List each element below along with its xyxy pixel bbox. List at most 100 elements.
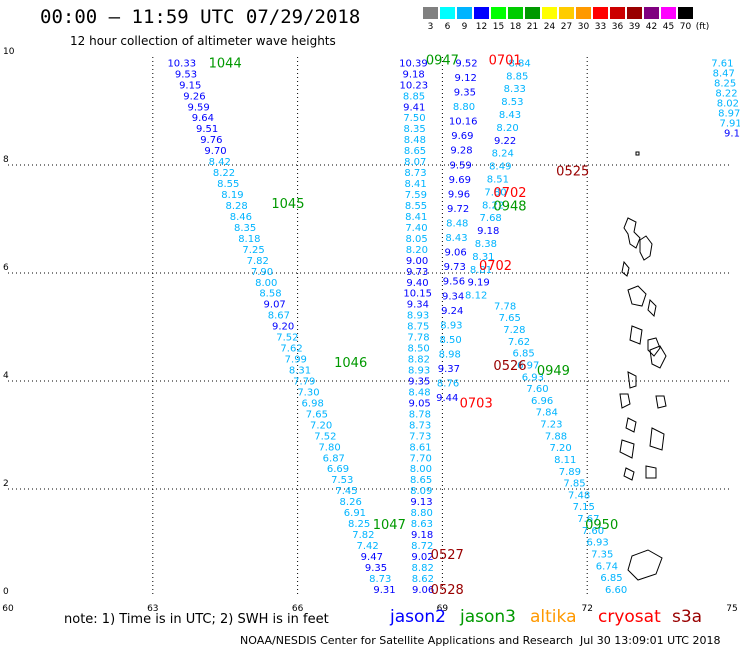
wave-height-value: 10.33 bbox=[167, 58, 196, 69]
wave-height-value: 8.09 bbox=[410, 486, 432, 497]
wave-height-value: 7.82 bbox=[352, 530, 374, 541]
island-outline bbox=[639, 235, 653, 261]
wave-height-value: 8.73 bbox=[369, 574, 391, 585]
wave-height-value: 7.60 bbox=[526, 384, 548, 395]
wave-height-value: 8.25 bbox=[714, 78, 736, 89]
wave-height-value: 9.35 bbox=[454, 88, 476, 99]
scale-label: 30 bbox=[577, 22, 590, 32]
wave-height-value: 8.98 bbox=[439, 350, 461, 361]
wave-height-value: 9.18 bbox=[477, 226, 499, 237]
island-outline bbox=[623, 217, 641, 249]
scale-swatch bbox=[626, 6, 643, 20]
wave-height-value: 8.19 bbox=[221, 190, 243, 201]
pass-time-label: 0528 bbox=[431, 583, 464, 598]
y-tick-label: 8 bbox=[3, 155, 9, 165]
wave-height-value: 8.80 bbox=[411, 508, 433, 519]
wave-height-value: 8.50 bbox=[408, 344, 430, 355]
wave-height-value: 8.67 bbox=[268, 311, 290, 322]
wave-height-value: 8.82 bbox=[412, 563, 434, 574]
legend-s3a: s3a bbox=[672, 607, 703, 627]
scale-label: (ft) bbox=[695, 22, 710, 32]
wave-height-value: 8.18 bbox=[238, 234, 260, 245]
x-tick-label: 60 bbox=[2, 604, 14, 614]
wave-height-value: 7.88 bbox=[545, 431, 567, 442]
wave-height-value: 6.60 bbox=[605, 585, 627, 596]
wave-height-value: 7.82 bbox=[247, 256, 269, 267]
wave-height-value: 9.31 bbox=[373, 585, 395, 596]
legend-cryosat: cryosat bbox=[598, 607, 661, 627]
wave-height-value: 8.31 bbox=[289, 366, 311, 377]
wave-height-value: 8.85 bbox=[403, 91, 425, 102]
wave-height-value: 9.18 bbox=[411, 530, 433, 541]
footer-credit: NOAA/NESDIS Center for Satellite Applica… bbox=[240, 634, 574, 647]
wave-height-value: 8.28 bbox=[226, 201, 248, 212]
wave-height-value: 6.69 bbox=[327, 464, 349, 475]
wave-height-value: 6.93 bbox=[587, 538, 609, 549]
island-outline bbox=[623, 467, 635, 481]
legend-altika: altika bbox=[530, 607, 577, 627]
wave-height-value: 8.31 bbox=[472, 252, 494, 263]
wave-height-value: 9.22 bbox=[494, 136, 516, 147]
wave-height-value: 9.73 bbox=[406, 267, 428, 278]
scale-swatch bbox=[677, 6, 694, 20]
wave-height-value: 9.1 bbox=[724, 129, 740, 140]
wave-height-value: 7.89 bbox=[559, 467, 581, 478]
wave-height-value: 8.47 bbox=[713, 68, 735, 79]
wave-height-value: 9.40 bbox=[406, 278, 428, 289]
scale-label: 24 bbox=[543, 22, 556, 32]
scale-label: 39 bbox=[628, 22, 641, 32]
wave-height-value: 8.82 bbox=[408, 355, 430, 366]
wave-height-value: 10.16 bbox=[449, 117, 478, 128]
pass-time-label: 0527 bbox=[431, 548, 464, 563]
wave-height-value: 9.37 bbox=[438, 364, 460, 375]
wave-height-value: 7.45 bbox=[335, 486, 357, 497]
wave-height-value: 6.98 bbox=[302, 398, 324, 409]
island-outline bbox=[627, 285, 647, 307]
scale-label: 18 bbox=[509, 22, 522, 32]
wave-height-value: 9.69 bbox=[451, 131, 473, 142]
wave-height-value: 8.48 bbox=[404, 135, 426, 146]
wave-height-value: 7.15 bbox=[573, 502, 595, 513]
wave-height-value: 10.15 bbox=[403, 289, 432, 300]
wave-height-value: 9.44 bbox=[436, 393, 458, 404]
scale-label: 33 bbox=[594, 22, 607, 32]
wave-height-value: 7.67 bbox=[577, 514, 599, 525]
wave-height-value: 8.42 bbox=[209, 157, 231, 168]
wave-height-value: 8.12 bbox=[465, 291, 487, 302]
pass-time-label: 1046 bbox=[334, 356, 367, 371]
wave-height-value: 7.90 bbox=[251, 267, 273, 278]
island-outline bbox=[629, 325, 643, 345]
y-tick-label: 6 bbox=[3, 263, 9, 273]
scale-label: 45 bbox=[662, 22, 675, 32]
wave-height-value: 9.70 bbox=[204, 146, 226, 157]
wave-height-value: 7.65 bbox=[306, 409, 328, 420]
wave-height-value: 7.80 bbox=[484, 187, 506, 198]
wave-height-value: 9.02 bbox=[411, 552, 433, 563]
wave-height-value: 7.62 bbox=[280, 344, 302, 355]
wave-height-value: 9.69 bbox=[449, 175, 471, 186]
wave-height-value: 8.75 bbox=[407, 322, 429, 333]
island-outline bbox=[619, 439, 635, 459]
pass-time-label: 0947 bbox=[426, 54, 459, 69]
wave-height-value: 8.62 bbox=[412, 574, 434, 585]
wave-height-value: 8.80 bbox=[453, 102, 475, 113]
scale-swatch bbox=[575, 6, 592, 20]
pass-time-label: 0701 bbox=[489, 54, 522, 69]
y-tick-label: 4 bbox=[3, 371, 9, 381]
scale-label: 70 bbox=[679, 22, 692, 32]
pass-time-label: 0525 bbox=[556, 164, 589, 179]
pass-time-label: 1044 bbox=[209, 56, 242, 71]
scale-label: 42 bbox=[645, 22, 658, 32]
wave-height-value: 8.65 bbox=[404, 146, 426, 157]
scale-swatch bbox=[660, 6, 677, 20]
wave-height-value: 8.63 bbox=[411, 519, 433, 530]
scale-swatch bbox=[507, 6, 524, 20]
wave-height-value: 9.47 bbox=[361, 552, 383, 563]
pass-time-label: 0948 bbox=[493, 200, 526, 215]
wave-height-value: 7.23 bbox=[540, 420, 562, 431]
page-subtitle: 12 hour collection of altimeter wave hei… bbox=[70, 34, 336, 48]
scale-swatch bbox=[643, 6, 660, 20]
wave-height-value: 8.00 bbox=[255, 278, 277, 289]
x-tick-label: 75 bbox=[726, 604, 737, 614]
wave-height-value: 6.87 bbox=[323, 453, 345, 464]
